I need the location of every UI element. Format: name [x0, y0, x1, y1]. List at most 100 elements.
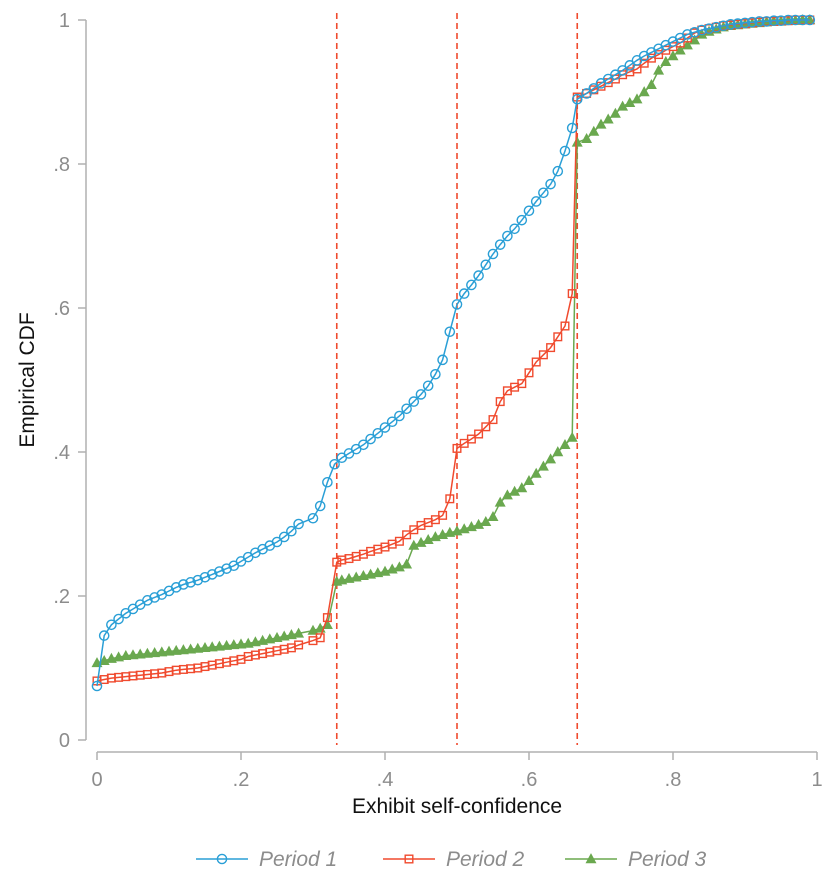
data-point — [365, 433, 376, 445]
legend-marker — [585, 853, 597, 864]
data-point — [315, 633, 325, 643]
data-point — [667, 50, 679, 61]
data-point — [560, 321, 570, 331]
data-point — [595, 118, 607, 129]
data-point — [566, 122, 578, 134]
reference-lines — [335, 13, 579, 745]
series-period-3 — [91, 14, 816, 668]
series-period-1 — [91, 14, 816, 692]
data-point — [530, 196, 542, 207]
legend-item-2: Period 2 — [383, 848, 525, 871]
data-point — [386, 416, 398, 428]
data-point — [487, 510, 499, 521]
x-tick-label: .8 — [665, 769, 682, 791]
data-point — [617, 65, 628, 76]
data-point — [192, 574, 204, 586]
data-point — [660, 55, 672, 66]
data-point — [322, 476, 333, 488]
data-point — [495, 397, 505, 407]
data-point — [566, 431, 578, 442]
data-point — [546, 343, 556, 353]
data-point — [552, 446, 564, 457]
data-point — [307, 512, 319, 524]
data-point — [530, 467, 542, 478]
y-tick-label: .6 — [53, 298, 70, 320]
data-point — [674, 44, 686, 55]
x-tick-label: 0 — [91, 769, 102, 791]
data-point — [581, 88, 592, 99]
data-point — [797, 14, 808, 26]
data-point — [653, 64, 665, 75]
data-point — [466, 434, 476, 444]
data-point — [480, 259, 492, 271]
data-point — [481, 422, 491, 432]
data-point — [91, 680, 103, 692]
data-point — [488, 415, 498, 425]
data-point — [163, 645, 175, 656]
data-point — [768, 15, 780, 27]
data-point — [185, 577, 196, 588]
data-point — [696, 24, 708, 36]
data-point — [473, 518, 485, 529]
x-ticks: 0 .2 .4 .6 .8 1 — [91, 752, 823, 791]
data-point — [494, 496, 506, 507]
data-point — [571, 136, 583, 147]
data-point — [430, 368, 441, 380]
data-point — [221, 639, 233, 650]
data-point — [588, 83, 600, 94]
data-point — [134, 648, 146, 659]
data-point — [141, 647, 153, 658]
data-point — [170, 644, 182, 655]
data-point — [761, 16, 772, 27]
data-point — [214, 566, 225, 577]
data-point — [98, 630, 110, 641]
data-point — [538, 187, 549, 199]
data-point — [286, 525, 297, 537]
data-point — [524, 368, 534, 378]
data-point — [314, 500, 326, 512]
data-point — [718, 20, 729, 32]
data-point — [537, 460, 549, 471]
series-group — [91, 14, 816, 692]
y-tick-label: .2 — [53, 586, 70, 608]
data-point — [553, 332, 563, 342]
data-point — [480, 516, 492, 527]
data-point — [293, 518, 304, 530]
data-point — [732, 18, 744, 29]
data-point — [451, 299, 463, 310]
data-point — [401, 403, 412, 415]
data-point — [106, 619, 117, 631]
data-point — [271, 536, 283, 548]
data-point — [775, 15, 787, 27]
legend-item-1: Period 1 — [196, 848, 337, 871]
data-point — [494, 239, 506, 250]
data-point — [372, 427, 384, 439]
data-point — [422, 380, 434, 392]
data-point — [571, 93, 583, 105]
data-point — [437, 354, 448, 366]
data-point — [624, 60, 636, 71]
data-point — [746, 16, 758, 28]
data-point — [142, 595, 153, 606]
data-point — [466, 279, 477, 291]
data-point — [358, 439, 369, 451]
data-point — [322, 613, 332, 623]
data-point — [474, 429, 484, 439]
data-point — [178, 579, 189, 590]
data-point — [790, 14, 801, 26]
data-point — [199, 571, 211, 583]
data-point — [517, 379, 527, 389]
legend-marker — [404, 854, 414, 864]
data-point — [754, 16, 765, 27]
y-axis-title: Empirical CDF — [16, 312, 39, 447]
series-period-2 — [92, 15, 815, 686]
data-point — [278, 531, 290, 543]
data-point — [545, 178, 556, 190]
data-point — [408, 396, 420, 407]
data-point — [681, 39, 693, 50]
data-point — [422, 534, 434, 545]
data-point — [689, 26, 700, 38]
data-point — [149, 647, 161, 658]
data-point — [725, 19, 736, 30]
data-point — [458, 288, 470, 299]
